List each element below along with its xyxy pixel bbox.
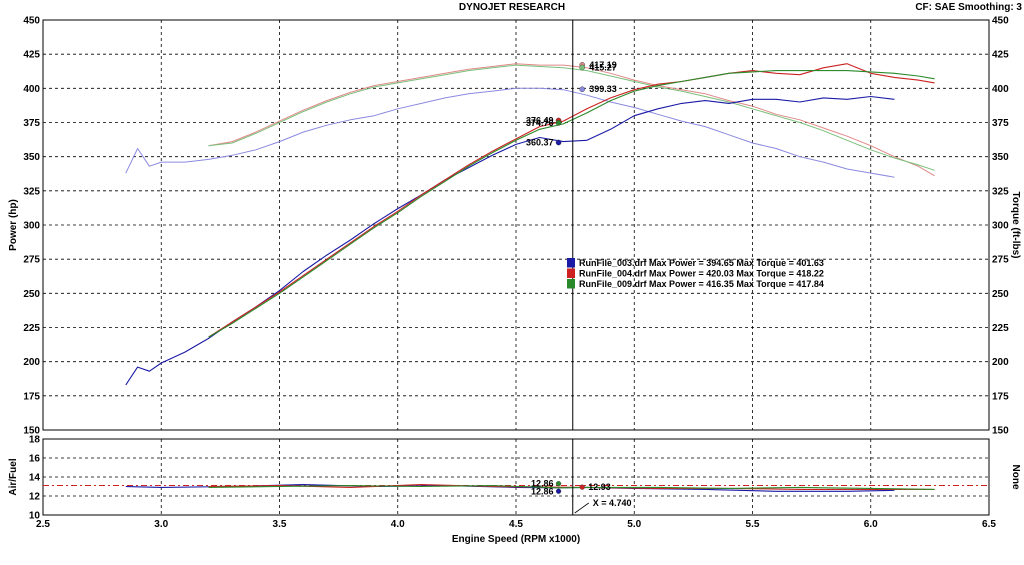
cursor-marker (555, 488, 562, 494)
y-tick-label-right: 225 (992, 323, 1009, 334)
legend-entry: RunFile_009.drf Max Power = 416.35 Max T… (579, 279, 824, 289)
y-tick-label-right: 150 (992, 426, 1009, 437)
afr-axis-title-right: None (1010, 465, 1021, 490)
power-line (208, 63, 935, 338)
y-tick-label-left: 425 (23, 50, 40, 61)
y-tick-label-left: 300 (23, 221, 40, 232)
y-tick-label-right: 350 (992, 152, 1009, 163)
y-axis-title-right: Torque (ft-lbs) (1010, 191, 1021, 258)
cursor-value-label: 399.33 (589, 84, 617, 94)
y-tick-label-right: 325 (992, 186, 1009, 197)
afr-y-tick-label: 18 (29, 435, 41, 446)
title-bar: DYNOJET RESEARCH CF: SAE Smoothing: 3 (0, 0, 1024, 16)
legend-entry: RunFile_004.drf Max Power = 420.03 Max T… (579, 269, 824, 279)
y-tick-label-left: 150 (23, 426, 40, 437)
x-tick-label: 5.0 (627, 519, 641, 530)
cursor-value-label: 374.76 (526, 118, 554, 128)
cursor-marker (555, 120, 562, 126)
y-tick-label-left: 400 (23, 84, 40, 95)
legend-swatch (567, 258, 575, 268)
cursor-readout-leader (574, 502, 589, 514)
cursor-marker (555, 481, 562, 487)
y-tick-label-left: 350 (23, 152, 40, 163)
afr-axis-title-left: Air/Fuel (8, 458, 19, 495)
y-tick-label-right: 250 (992, 289, 1009, 300)
x-tick-label: 2.5 (36, 519, 50, 530)
x-tick-label: 6.5 (982, 519, 996, 530)
legend-entry: RunFile_003.drf Max Power = 394.65 Max T… (579, 258, 824, 268)
y-tick-label-right: 375 (992, 118, 1009, 129)
y-tick-label-right: 425 (992, 50, 1009, 61)
y-tick-label-left: 275 (23, 255, 40, 266)
x-axis-title: Engine Speed (RPM x1000) (452, 534, 580, 545)
y-tick-label-left: 250 (23, 289, 40, 300)
afr-y-tick-label: 14 (29, 473, 41, 484)
chart-title: DYNOJET RESEARCH (458, 2, 566, 13)
y-tick-label-left: 200 (23, 357, 40, 368)
x-tick-label: 5.5 (746, 519, 760, 530)
y-tick-label-left: 375 (23, 118, 40, 129)
y-tick-label-right: 175 (992, 391, 1009, 402)
afr-y-tick-label: 12 (29, 492, 41, 503)
power-line (208, 70, 935, 338)
cursor-marker (555, 139, 562, 146)
y-tick-label-left: 175 (23, 391, 40, 402)
cursor-marker (579, 86, 586, 93)
y-tick-label-right: 300 (992, 221, 1009, 232)
cursor-value-label: 376.49 (526, 115, 554, 125)
y-axis-title-left: Power (hp) (8, 199, 19, 251)
x-tick-label: 4.0 (391, 519, 405, 530)
afr-y-tick-label: 16 (29, 454, 41, 465)
cursor-readout: X = 4.740 (593, 498, 632, 508)
y-tick-label-left: 325 (23, 186, 40, 197)
afr-y-tick-label: 10 (29, 511, 41, 522)
y-tick-label-left: 225 (23, 323, 40, 334)
correction-factor-label: CF: SAE Smoothing: 3 (915, 2, 1022, 13)
torque-line (125, 87, 895, 178)
legend-swatch (567, 279, 575, 289)
y-tick-label-right: 450 (992, 16, 1009, 27)
cursor-marker (579, 484, 585, 490)
cursor-value-label: 12.93 (588, 482, 611, 492)
cursor-value-label: 12.86 (531, 479, 554, 489)
legend-swatch (567, 268, 575, 278)
cursor-value-label: 417.19 (589, 60, 617, 70)
cursor-value-label: 360.37 (526, 137, 554, 147)
torque-line (208, 63, 935, 177)
cursor-value-label: 415.27 (589, 62, 617, 72)
y-tick-label-right: 200 (992, 357, 1009, 368)
y-tick-label-right: 400 (992, 84, 1009, 95)
x-tick-label: 3.0 (154, 519, 168, 530)
x-tick-label: 3.5 (273, 519, 287, 530)
y-tick-label-right: 275 (992, 255, 1009, 266)
cursor-marker (579, 64, 586, 71)
torque-line (208, 64, 935, 171)
x-tick-label: 4.5 (509, 519, 523, 530)
x-tick-label: 6.0 (864, 519, 878, 530)
cursor-value-label: 12.86 (531, 486, 554, 496)
y-tick-label-left: 450 (23, 16, 40, 27)
